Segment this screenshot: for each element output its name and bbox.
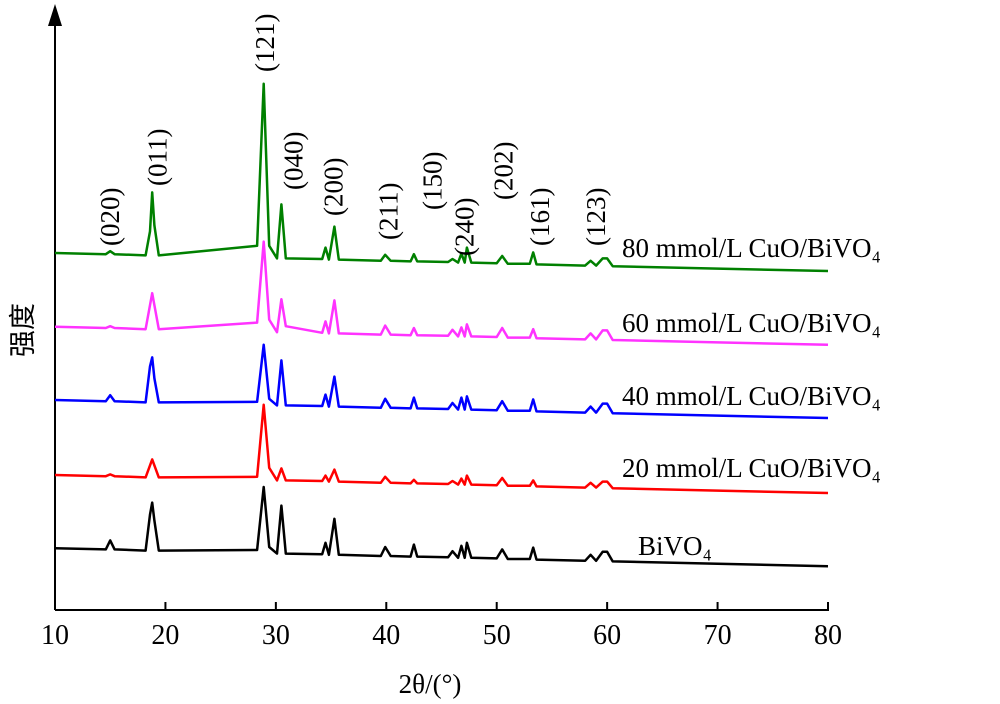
peak-annotation: (123) — [581, 188, 611, 246]
peak-annotation: (011) — [143, 129, 173, 186]
x-tick-label: 80 — [814, 620, 842, 651]
series-label: BiVO₄ — [638, 531, 712, 561]
series-label: 80 mmol/L CuO/BiVO₄ — [622, 233, 881, 263]
y-axis-arrow — [48, 4, 62, 26]
peak-annotation: (240) — [450, 198, 480, 256]
x-axis-label: 2θ/(°) — [399, 669, 462, 699]
peak-annotation: (121) — [250, 14, 280, 72]
peak-annotation: (020) — [95, 188, 125, 246]
x-tick-label: 50 — [483, 620, 511, 651]
x-tick-label: 60 — [593, 620, 621, 651]
x-tick-label: 40 — [372, 620, 400, 651]
series-line — [54, 343, 829, 420]
x-tick-label: 20 — [151, 620, 179, 651]
series-line — [54, 403, 829, 495]
series-label: 20 mmol/L CuO/BiVO₄ — [622, 453, 881, 483]
y-axis-label: 强度 — [8, 303, 39, 357]
series-label: 60 mmol/L CuO/BiVO₄ — [622, 308, 881, 338]
series-line — [54, 240, 829, 347]
x-tick-label: 30 — [262, 620, 290, 651]
peak-annotation: (202) — [488, 142, 518, 200]
peak-annotation: (161) — [525, 188, 555, 246]
series-line — [54, 485, 829, 568]
series-line — [54, 82, 829, 273]
peak-annotation: (200) — [318, 158, 348, 216]
series-label: 40 mmol/L CuO/BiVO₄ — [622, 381, 881, 411]
peak-annotation: (150) — [418, 152, 448, 210]
peak-annotation: (040) — [279, 132, 309, 190]
x-tick-label: 10 — [41, 620, 69, 651]
x-tick-label: 70 — [704, 620, 732, 651]
peak-annotation: (211) — [374, 183, 404, 240]
